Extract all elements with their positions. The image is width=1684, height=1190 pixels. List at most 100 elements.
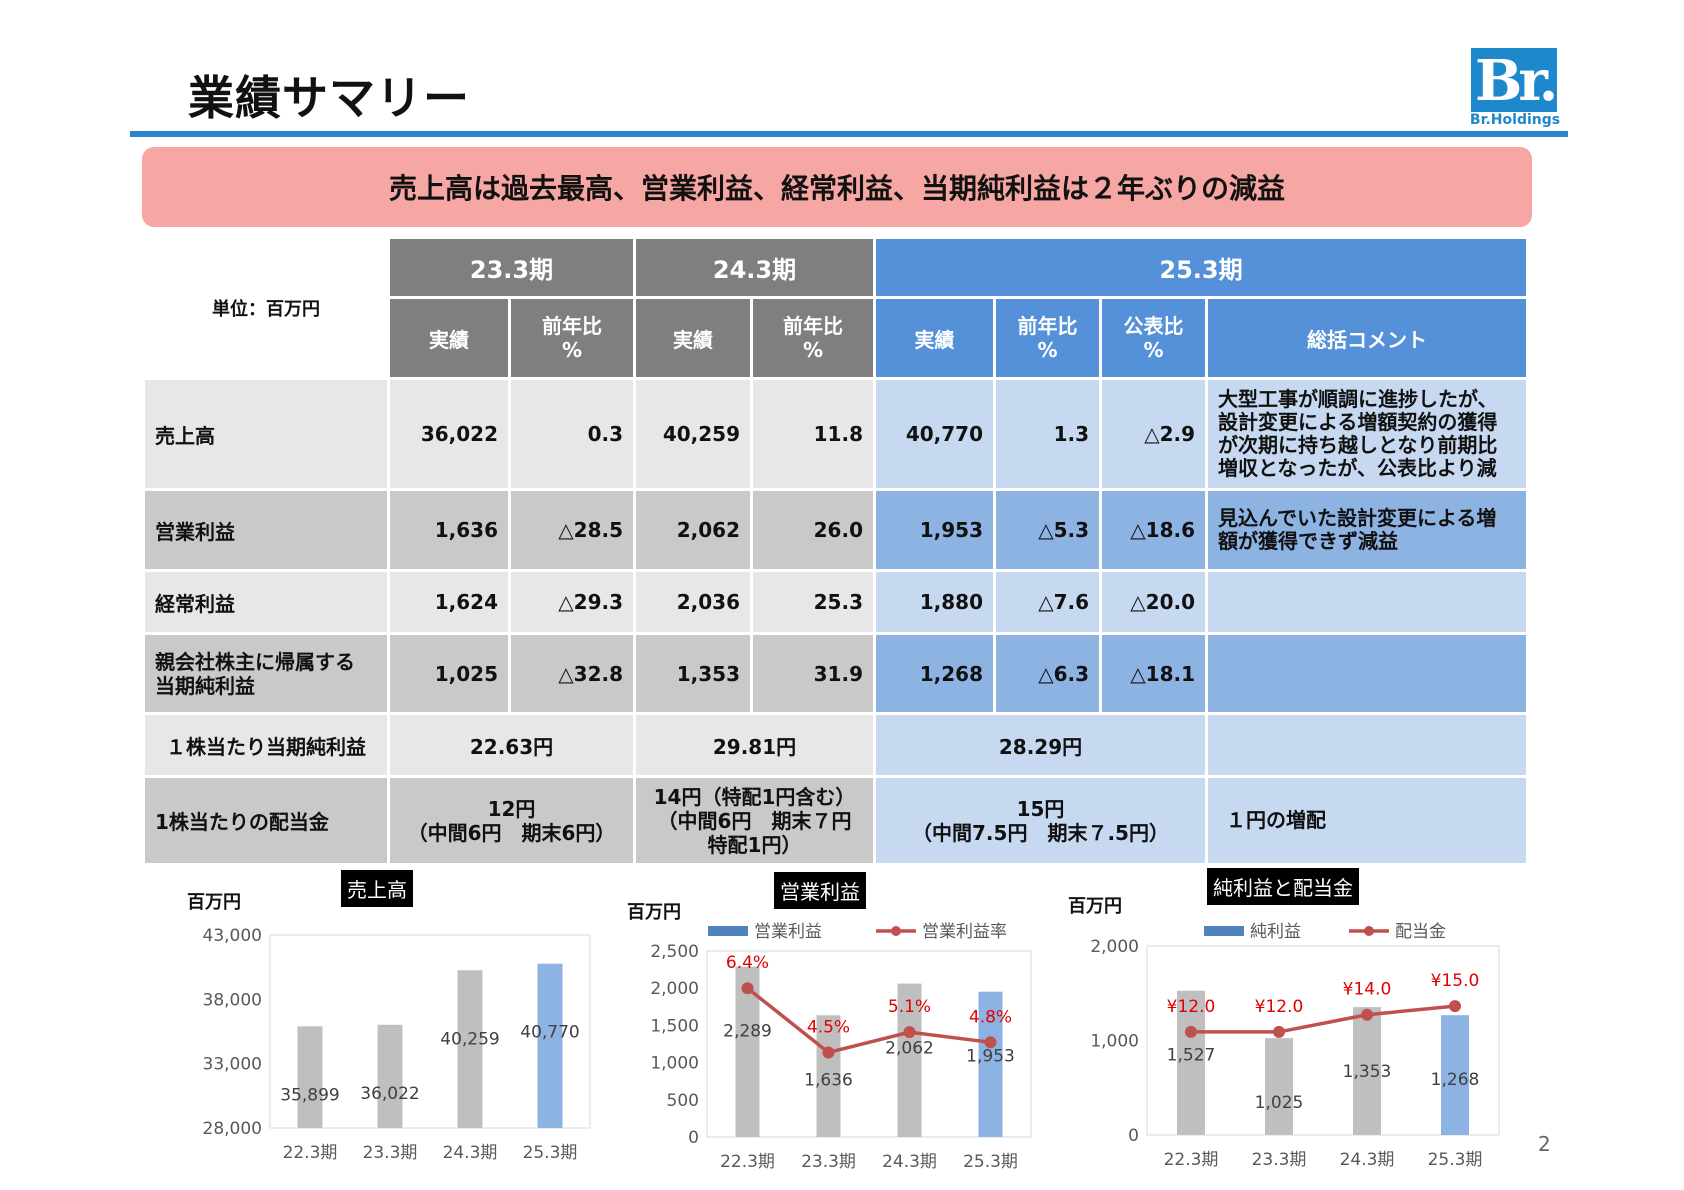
cell-value: 26.0 [750, 488, 876, 572]
subheader-actual: 実績 [633, 296, 753, 380]
line-data-label: 4.5% [807, 1017, 850, 1037]
y-tick-label: 1,000 [650, 1054, 699, 1074]
cell-value: 1.3 [993, 377, 1102, 491]
comment-cell: 見込んでいた設計変更による増額が獲得できず減益 [1205, 488, 1529, 572]
chart-unit-sales: 百万円 [187, 892, 241, 913]
cell-value: 2,036 [633, 569, 753, 635]
y-tick-label: 2,500 [650, 942, 699, 962]
y-tick-label: 0 [1128, 1126, 1139, 1146]
subheader-yoy: 前年比 % [750, 296, 876, 380]
x-tick-label: 23.3期 [363, 1143, 418, 1163]
page-title: 業績サマリー [188, 71, 470, 125]
bar [978, 991, 1003, 1137]
title-divider [130, 131, 1568, 137]
cell-value: 1,353 [633, 632, 753, 715]
line-point [1185, 1025, 1197, 1038]
unit-label: 単位：百万円 [142, 236, 390, 380]
x-tick-label: 22.3期 [1164, 1150, 1219, 1170]
data-label: 1,636 [804, 1070, 853, 1090]
subheader-actual: 実績 [873, 296, 996, 380]
headline-banner: 売上高は過去最高、営業利益、経常利益、当期純利益は２年ぶりの減益 [142, 147, 1532, 227]
comment-cell [1205, 632, 1529, 715]
logo-letters: Br. [1475, 48, 1558, 114]
cell-value: △28.5 [508, 488, 636, 572]
row-label: 売上高 [142, 377, 390, 491]
line-point [984, 1036, 997, 1049]
bar [457, 970, 483, 1128]
x-tick-label: 25.3期 [1428, 1150, 1483, 1170]
cell-value: 25.3 [750, 569, 876, 635]
headline-text: 売上高は過去最高、営業利益、経常利益、当期純利益は２年ぶりの減益 [388, 172, 1285, 205]
table-row: １株当たり当期純利益 22.63円 29.81円 28.29円 [142, 712, 1529, 778]
subheader-actual: 実績 [387, 296, 511, 380]
cell-value: 1,880 [873, 569, 996, 635]
data-label: 1,953 [966, 1047, 1015, 1067]
line-data-label: ¥12.0 [1167, 997, 1216, 1017]
logo-wordmark: Br.Holdings [1469, 112, 1561, 128]
data-label: 2,289 [723, 1022, 772, 1042]
row-label: 1株当たりの配当金 [142, 775, 390, 866]
bar [1441, 1015, 1469, 1135]
chart-title-op: 営業利益 [774, 872, 866, 909]
bar [537, 963, 563, 1128]
row-label: １株当たり当期純利益 [142, 712, 390, 778]
operating-profit-chart: 0 500 1,000 1,500 2,000 2,500 22.3期 2,289 23.3期 1… [650, 922, 1032, 1172]
plot-frame [1146, 945, 1500, 1136]
cell-value: 31.9 [750, 632, 876, 715]
chart-unit-op: 百万円 [627, 902, 681, 923]
legend-label: 営業利益 [754, 922, 822, 942]
table-row: 1株当たりの配当金 12円 （中間6円 期末6円） 14円（特配1円含む） （中… [142, 775, 1529, 866]
period-header-24: 24.3期 [633, 236, 876, 299]
line-point [1361, 1008, 1373, 1021]
subheader-vs-forecast: 公表比 % [1099, 296, 1208, 380]
cell-value: 0.3 [508, 377, 636, 491]
line-data-label: 6.4% [726, 953, 769, 973]
legend-marker [1364, 926, 1374, 936]
row-label: 親会社株主に帰属する 当期純利益 [142, 632, 390, 715]
x-tick-label: 24.3期 [882, 1152, 937, 1172]
y-tick-label: 33,000 [203, 1055, 262, 1075]
legend-label: 配当金 [1395, 922, 1446, 942]
cell-value: △29.3 [508, 569, 636, 635]
chart-title-net: 純利益と配当金 [1207, 868, 1359, 905]
legend-swatch-bar [708, 926, 748, 936]
data-label: 2,062 [885, 1039, 934, 1059]
y-tick-label: 38,000 [203, 990, 262, 1010]
cell-value: 36,022 [387, 377, 511, 491]
line-data-label: ¥14.0 [1343, 980, 1392, 1000]
comment-cell [1205, 712, 1529, 778]
line-data-label: ¥15.0 [1431, 971, 1480, 991]
table-row: 営業利益 1,636 △28.5 2,062 26.0 1,953 △5.3 △… [142, 488, 1529, 572]
line-series [746, 986, 991, 1055]
cell-value: △32.8 [508, 632, 636, 715]
bar [1265, 1038, 1293, 1135]
y-tick-label: 1,500 [650, 1016, 699, 1036]
data-label: 1,268 [1431, 1070, 1480, 1090]
line-point [903, 1026, 916, 1039]
comment-cell: 大型工事が順調に進捗したが、設計変更による増額契約の獲得が次期に持ち越しとなり前… [1205, 377, 1529, 491]
row-label: 経常利益 [142, 569, 390, 635]
plot-frame [706, 950, 1032, 1138]
data-label: 1,527 [1167, 1046, 1216, 1066]
line-data-label: 5.1% [888, 997, 931, 1017]
table-row: 経常利益 1,624 △29.3 2,036 25.3 1,880 △7.6 △… [142, 569, 1529, 635]
subheader-yoy: 前年比 % [508, 296, 636, 380]
cell-value: △18.1 [1099, 632, 1208, 715]
legend-label: 営業利益率 [922, 922, 1007, 942]
cell-value: 40,770 [873, 377, 996, 491]
subheader-comment: 総括コメント [1205, 296, 1529, 380]
plot-frame [269, 934, 591, 1129]
data-label: 35,899 [280, 1085, 339, 1105]
line-data-label: ¥12.0 [1255, 997, 1304, 1017]
cell-value: △18.6 [1099, 488, 1208, 572]
cell-value: 22.63円 [387, 712, 636, 778]
logo-mark [1471, 48, 1557, 112]
table-row: 売上高 36,022 0.3 40,259 11.8 40,770 1.3 △2… [142, 377, 1529, 491]
y-tick-label: 500 [667, 1091, 699, 1111]
cell-value: 1,025 [387, 632, 511, 715]
x-tick-label: 24.3期 [1340, 1150, 1395, 1170]
comment-cell [1205, 569, 1529, 635]
line-point [1449, 1000, 1461, 1013]
legend-marker [891, 926, 901, 936]
cell-value: 15円 （中間7.5円 期末７.5円） [873, 775, 1208, 866]
